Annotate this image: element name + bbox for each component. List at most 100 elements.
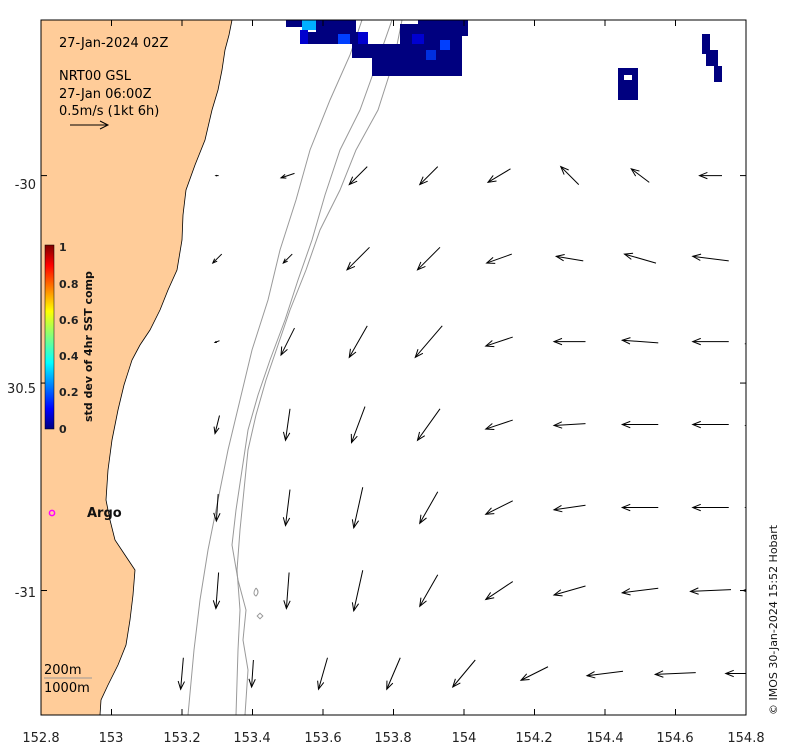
- current-arrow: [351, 487, 364, 530]
- current-arrow: [559, 165, 580, 185]
- current-arrow: [691, 420, 729, 429]
- current-arrow: [552, 337, 586, 346]
- colorbar-tick-label: 0: [59, 423, 67, 436]
- bathy-contour-200m: [231, 20, 393, 715]
- x-tick-label: 154.6: [656, 731, 693, 746]
- x-tick-label: 154.4: [586, 731, 623, 746]
- current-arrow: [416, 246, 441, 271]
- argo-label: Argo: [87, 506, 122, 521]
- current-arrow: [620, 503, 659, 512]
- current-arrow: [419, 574, 439, 608]
- current-arrow: [419, 491, 439, 525]
- sst-stddev-cells: [286, 20, 722, 100]
- bathy-contour-1000m: [235, 20, 403, 715]
- current-arrow: [486, 168, 511, 184]
- current-arrow: [484, 500, 513, 515]
- current-arrow: [282, 253, 293, 265]
- current-arrow: [552, 585, 586, 597]
- current-arrow: [283, 572, 291, 610]
- current-arrow: [213, 340, 220, 343]
- coastal-islet: [253, 587, 259, 597]
- current-arrow: [752, 169, 775, 183]
- current-arrow: [451, 659, 476, 689]
- x-tick-label: 153.4: [233, 731, 270, 746]
- current-arrow: [282, 489, 291, 527]
- current-arrow: [211, 253, 223, 265]
- current-arrow: [177, 657, 185, 691]
- current-arrow: [744, 424, 746, 427]
- current-arrow: [724, 669, 746, 678]
- current-arrow: [282, 408, 291, 442]
- info-block: 27-Jan-2024 02Z NRT00 GSL 27-Jan 06:00Z …: [59, 36, 168, 130]
- product-line: 27-Jan 06:00Z: [59, 87, 152, 102]
- axis-ticks: [40, 20, 747, 715]
- colorbar-tick-label: 1: [59, 241, 67, 254]
- current-arrow: [280, 327, 295, 357]
- land-mass: [41, 20, 233, 715]
- argo-marker: Argo: [48, 506, 122, 521]
- current-arrow: [484, 581, 514, 601]
- current-arrow: [485, 253, 513, 264]
- current-arrow: [418, 166, 439, 186]
- current-arrow: [350, 406, 366, 444]
- current-arrow: [519, 666, 549, 681]
- bathy-legend: 200m 1000m: [44, 663, 92, 696]
- x-tick-label: 154.2: [515, 731, 552, 746]
- current-arrow: [691, 337, 729, 346]
- x-tick-label: 153.2: [163, 731, 200, 746]
- current-arrow: [653, 670, 696, 678]
- current-arrow: [416, 408, 441, 442]
- scale-arrow: [70, 120, 110, 130]
- current-arrow: [698, 171, 722, 180]
- current-arrow: [213, 494, 221, 523]
- current-arrow: [623, 252, 657, 264]
- x-tick-label: 153.8: [374, 731, 411, 746]
- current-arrow: [317, 657, 328, 691]
- product-line: NRT00 GSL: [59, 69, 132, 84]
- x-tick-label: 152.8: [22, 731, 59, 746]
- current-arrow: [554, 254, 584, 262]
- colorbar-ramp: [44, 244, 55, 430]
- current-arrow: [484, 336, 513, 348]
- y-axis-labels: -30 30.5 -31: [7, 178, 36, 601]
- x-tick-label: 154: [452, 731, 477, 746]
- current-arrow: [348, 325, 368, 359]
- colorbar-title: std dev of 4hr SST comp: [82, 271, 95, 422]
- current-arrow: [691, 253, 729, 262]
- current-arrow: [744, 343, 746, 345]
- product-line: 0.5m/s (1kt 6h): [59, 104, 159, 119]
- x-axis-labels: 152.8 153 153.2 153.4 153.6 153.8 154 15…: [22, 731, 764, 746]
- current-arrow: [620, 337, 659, 345]
- current-arrow: [552, 504, 586, 513]
- current-arrow: [414, 325, 443, 359]
- y-tick-label: 30.5: [7, 382, 36, 397]
- bathy-contour-inner: [187, 20, 363, 715]
- y-tick-label: -30: [15, 178, 36, 193]
- current-arrow: [620, 420, 659, 429]
- current-arrow: [213, 415, 220, 435]
- colorbar-tick-label: 0.2: [59, 386, 79, 399]
- bathy-label-200m: 200m: [44, 663, 81, 678]
- current-arrow: [744, 506, 746, 509]
- current-arrow: [630, 168, 650, 183]
- colorbar-tick-label: 0.8: [59, 278, 79, 291]
- current-arrow: [689, 587, 732, 595]
- current-arrow: [214, 174, 219, 177]
- current-arrow: [748, 254, 780, 264]
- x-tick-label: 154.8: [727, 731, 764, 746]
- current-arrow: [348, 166, 368, 186]
- current-arrow: [351, 570, 364, 613]
- current-arrow: [484, 419, 513, 431]
- argo-float-icon: [48, 509, 56, 517]
- current-arrow: [552, 421, 586, 429]
- current-arrows: [177, 165, 780, 691]
- current-arrow: [346, 246, 370, 271]
- credit-label: © IMOS 30-Jan-2024 15:52 Hobart: [767, 524, 780, 715]
- current-arrow: [386, 657, 401, 691]
- current-arrow: [620, 587, 659, 596]
- x-tick-label: 153.6: [304, 731, 341, 746]
- colorbar: 1 0.8 0.6 0.4 0.2 0 std dev of 4hr SST c…: [44, 241, 95, 436]
- coastal-islet: [256, 612, 264, 620]
- current-arrow: [585, 670, 624, 679]
